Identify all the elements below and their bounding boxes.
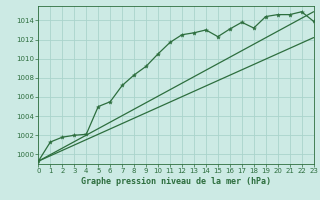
X-axis label: Graphe pression niveau de la mer (hPa): Graphe pression niveau de la mer (hPa) [81,177,271,186]
